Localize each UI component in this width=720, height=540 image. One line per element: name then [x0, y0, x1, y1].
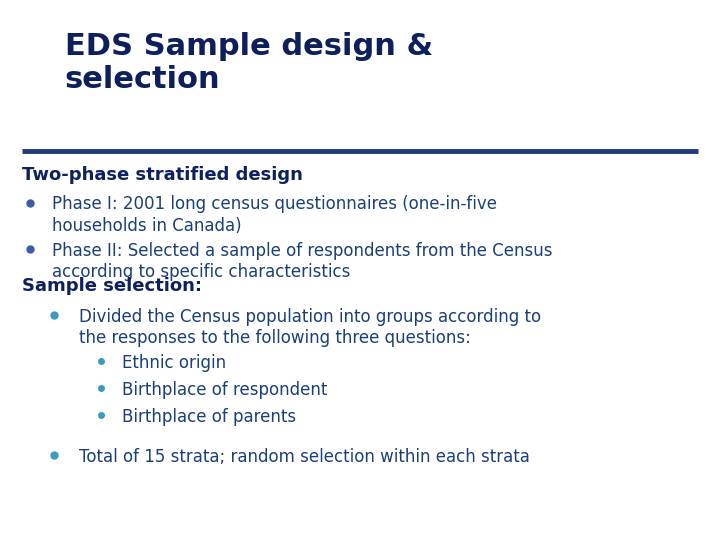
- Text: Phase II: Selected a sample of respondents from the Census
according to specific: Phase II: Selected a sample of responden…: [52, 242, 552, 281]
- Text: Divided the Census population into groups according to
the responses to the foll: Divided the Census population into group…: [79, 308, 541, 347]
- Text: Birthplace of parents: Birthplace of parents: [122, 408, 297, 426]
- Text: EDS Sample design &
selection: EDS Sample design & selection: [65, 32, 433, 94]
- Text: Two-phase stratified design: Two-phase stratified design: [22, 166, 302, 184]
- Text: Birthplace of respondent: Birthplace of respondent: [122, 381, 328, 399]
- Text: Total of 15 strata; random selection within each strata: Total of 15 strata; random selection wit…: [79, 448, 530, 466]
- Text: Sample selection:: Sample selection:: [22, 277, 202, 295]
- Text: Ethnic origin: Ethnic origin: [122, 354, 227, 372]
- Text: Phase I: 2001 long census questionnaires (one-in-five
households in Canada): Phase I: 2001 long census questionnaires…: [52, 195, 497, 235]
